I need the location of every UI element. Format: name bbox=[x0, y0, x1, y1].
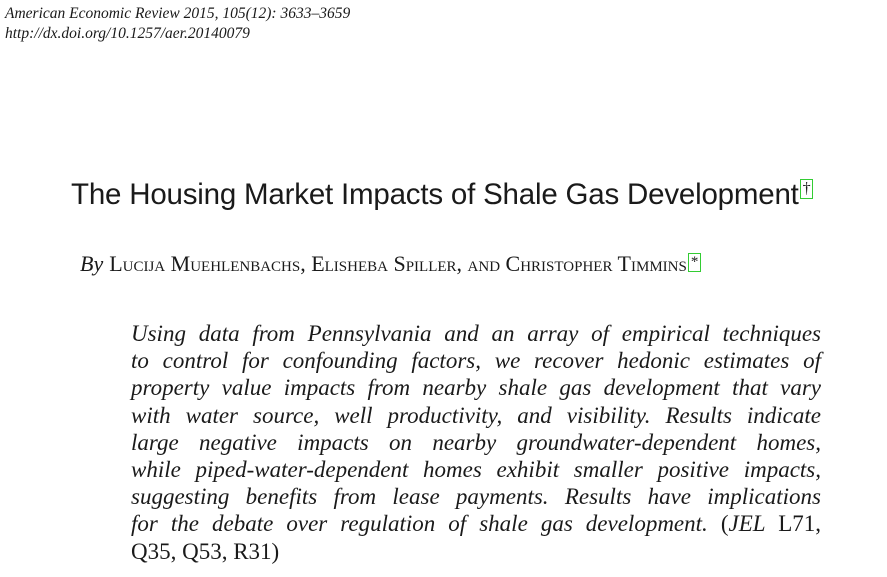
abstract-line: with water source, well productivity, an… bbox=[131, 402, 821, 428]
abstract-line: suggesting benefits from lease payments.… bbox=[131, 484, 821, 510]
abstract-line-with-jel: for the debate over regulation of shale … bbox=[131, 510, 821, 537]
jel-codes-first: L71, bbox=[778, 511, 821, 537]
abstract-line: Using data from Pennsylvania and an arra… bbox=[131, 321, 821, 346]
author-byline: By Lucija Muehlenbachs, Elisheba Spiller,… bbox=[80, 250, 702, 278]
paper-title: The Housing Market Impacts of Shale Gas … bbox=[71, 177, 814, 213]
jel-codes-rest: Q35, Q53, R31) bbox=[131, 538, 280, 564]
title-footnote-link[interactable]: † bbox=[799, 179, 814, 199]
citation-block: American Economic Review 2015, 105(12): … bbox=[5, 4, 350, 43]
abstract: Using data from Pennsylvania and an arra… bbox=[131, 320, 821, 565]
author-footnote-link[interactable]: * bbox=[687, 253, 702, 272]
author-names: Lucija Muehlenbachs, Elisheba Spiller, a… bbox=[109, 251, 687, 276]
byline-prefix: By bbox=[80, 251, 104, 276]
abstract-line: to control for confounding factors, we r… bbox=[131, 348, 821, 374]
abstract-line: while piped-water-dependent homes exhibi… bbox=[131, 457, 821, 483]
abstract-line-text: for the debate over regulation of shale … bbox=[131, 511, 708, 537]
paper-title-text: The Housing Market Impacts of Shale Gas … bbox=[71, 178, 799, 211]
abstract-line: property value impacts from nearby shale… bbox=[131, 375, 821, 401]
doi-link[interactable]: http://dx.doi.org/10.1257/aer.20140079 bbox=[5, 24, 250, 42]
abstract-line: large negative impacts on nearby groundw… bbox=[131, 429, 821, 455]
journal-citation: American Economic Review 2015, 105(12): … bbox=[5, 5, 351, 22]
jel-label: JEL bbox=[728, 511, 766, 537]
jel-open-paren: ( bbox=[720, 511, 729, 537]
